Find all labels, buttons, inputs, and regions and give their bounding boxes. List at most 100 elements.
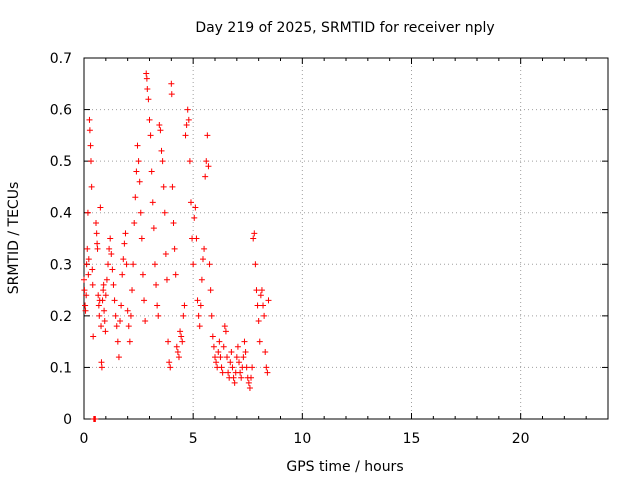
- data-point: [183, 122, 190, 129]
- y-tick-label: 0.5: [50, 154, 72, 170]
- data-point: [258, 287, 265, 294]
- data-point: [86, 116, 93, 123]
- data-point: [98, 323, 105, 330]
- data-point: [182, 132, 189, 139]
- data-point: [169, 183, 176, 190]
- data-point: [135, 158, 142, 165]
- data-point: [180, 312, 187, 319]
- data-point: [100, 287, 107, 294]
- data-point: [159, 158, 166, 165]
- data-point: [101, 318, 108, 325]
- data-point: [192, 204, 199, 211]
- data-point: [112, 312, 119, 319]
- data-point: [213, 359, 220, 366]
- data-point: [85, 256, 92, 263]
- data-point: [227, 359, 234, 366]
- data-point: [221, 323, 228, 330]
- data-point: [144, 85, 151, 92]
- x-tick-label: 5: [189, 431, 198, 447]
- data-point: [111, 297, 118, 304]
- data-point: [95, 292, 102, 299]
- data-point: [107, 235, 114, 242]
- data-point: [218, 364, 225, 371]
- data-point: [251, 230, 258, 237]
- data-point: [141, 297, 148, 304]
- data-point: [250, 235, 257, 242]
- data-point: [246, 385, 253, 392]
- data-point: [242, 348, 249, 355]
- data-point: [240, 354, 247, 361]
- data-point: [156, 122, 163, 129]
- data-point: [195, 312, 202, 319]
- grid: [84, 58, 608, 419]
- y-tick-label: 0.6: [50, 103, 72, 119]
- data-point: [171, 245, 178, 252]
- data-point: [81, 276, 87, 283]
- data-point: [248, 374, 255, 381]
- data-point: [173, 343, 180, 350]
- data-point: [186, 158, 193, 165]
- data-point: [236, 359, 243, 366]
- data-point: [83, 261, 90, 268]
- data-point: [88, 183, 95, 190]
- data-point: [168, 91, 175, 98]
- data-point: [151, 261, 158, 268]
- data-point: [190, 261, 197, 268]
- data-point: [233, 354, 240, 361]
- data-point: [129, 287, 136, 294]
- data-point: [208, 312, 215, 319]
- data-point: [124, 307, 131, 314]
- data-point: [110, 281, 117, 288]
- data-point: [168, 80, 175, 87]
- data-point: [137, 209, 144, 216]
- data-point: [147, 132, 154, 139]
- data-point: [161, 209, 168, 216]
- data-point: [94, 245, 101, 252]
- data-point: [160, 183, 167, 190]
- data-point: [191, 214, 198, 221]
- data-point: [254, 302, 261, 309]
- data-point: [81, 287, 88, 294]
- data-point: [198, 276, 205, 283]
- data-point: [185, 116, 192, 123]
- data-point: [203, 158, 210, 165]
- data-point: [252, 261, 259, 268]
- data-point: [194, 297, 201, 304]
- data-point: [153, 281, 160, 288]
- data-point: [158, 147, 165, 154]
- data-point: [90, 333, 97, 340]
- data-point: [100, 281, 107, 288]
- data-point: [83, 292, 90, 299]
- data-point: [177, 328, 184, 335]
- data-point: [82, 302, 89, 309]
- ticks: 0 5 10 15 20 0 0.1 0.2 0.3 0.4 0.5 0.6 0.7: [50, 51, 608, 447]
- data-point: [225, 369, 232, 376]
- data-point: [136, 178, 143, 185]
- data-point: [196, 323, 203, 330]
- data-point: [93, 230, 100, 237]
- data-point: [150, 225, 157, 232]
- data-point: [149, 199, 156, 206]
- data-point: [95, 302, 102, 309]
- data-point: [193, 235, 200, 242]
- data-point: [178, 333, 185, 340]
- data-point: [84, 245, 91, 252]
- data-point: [212, 354, 218, 361]
- data-point: [92, 416, 99, 422]
- data-point: [249, 364, 256, 371]
- data-point: [241, 338, 248, 345]
- data-point: [238, 374, 245, 381]
- data-point: [199, 256, 206, 263]
- data-point: [148, 168, 155, 175]
- data-point: [207, 287, 214, 294]
- data-point: [117, 318, 124, 325]
- data-point: [127, 312, 134, 319]
- data-point: [102, 328, 109, 335]
- data-point: [167, 364, 174, 371]
- data-point: [263, 364, 270, 371]
- data-point: [93, 220, 100, 227]
- data-point: [103, 276, 110, 283]
- x-axis-label: GPS time / hours: [286, 459, 403, 475]
- data-point: [216, 338, 223, 345]
